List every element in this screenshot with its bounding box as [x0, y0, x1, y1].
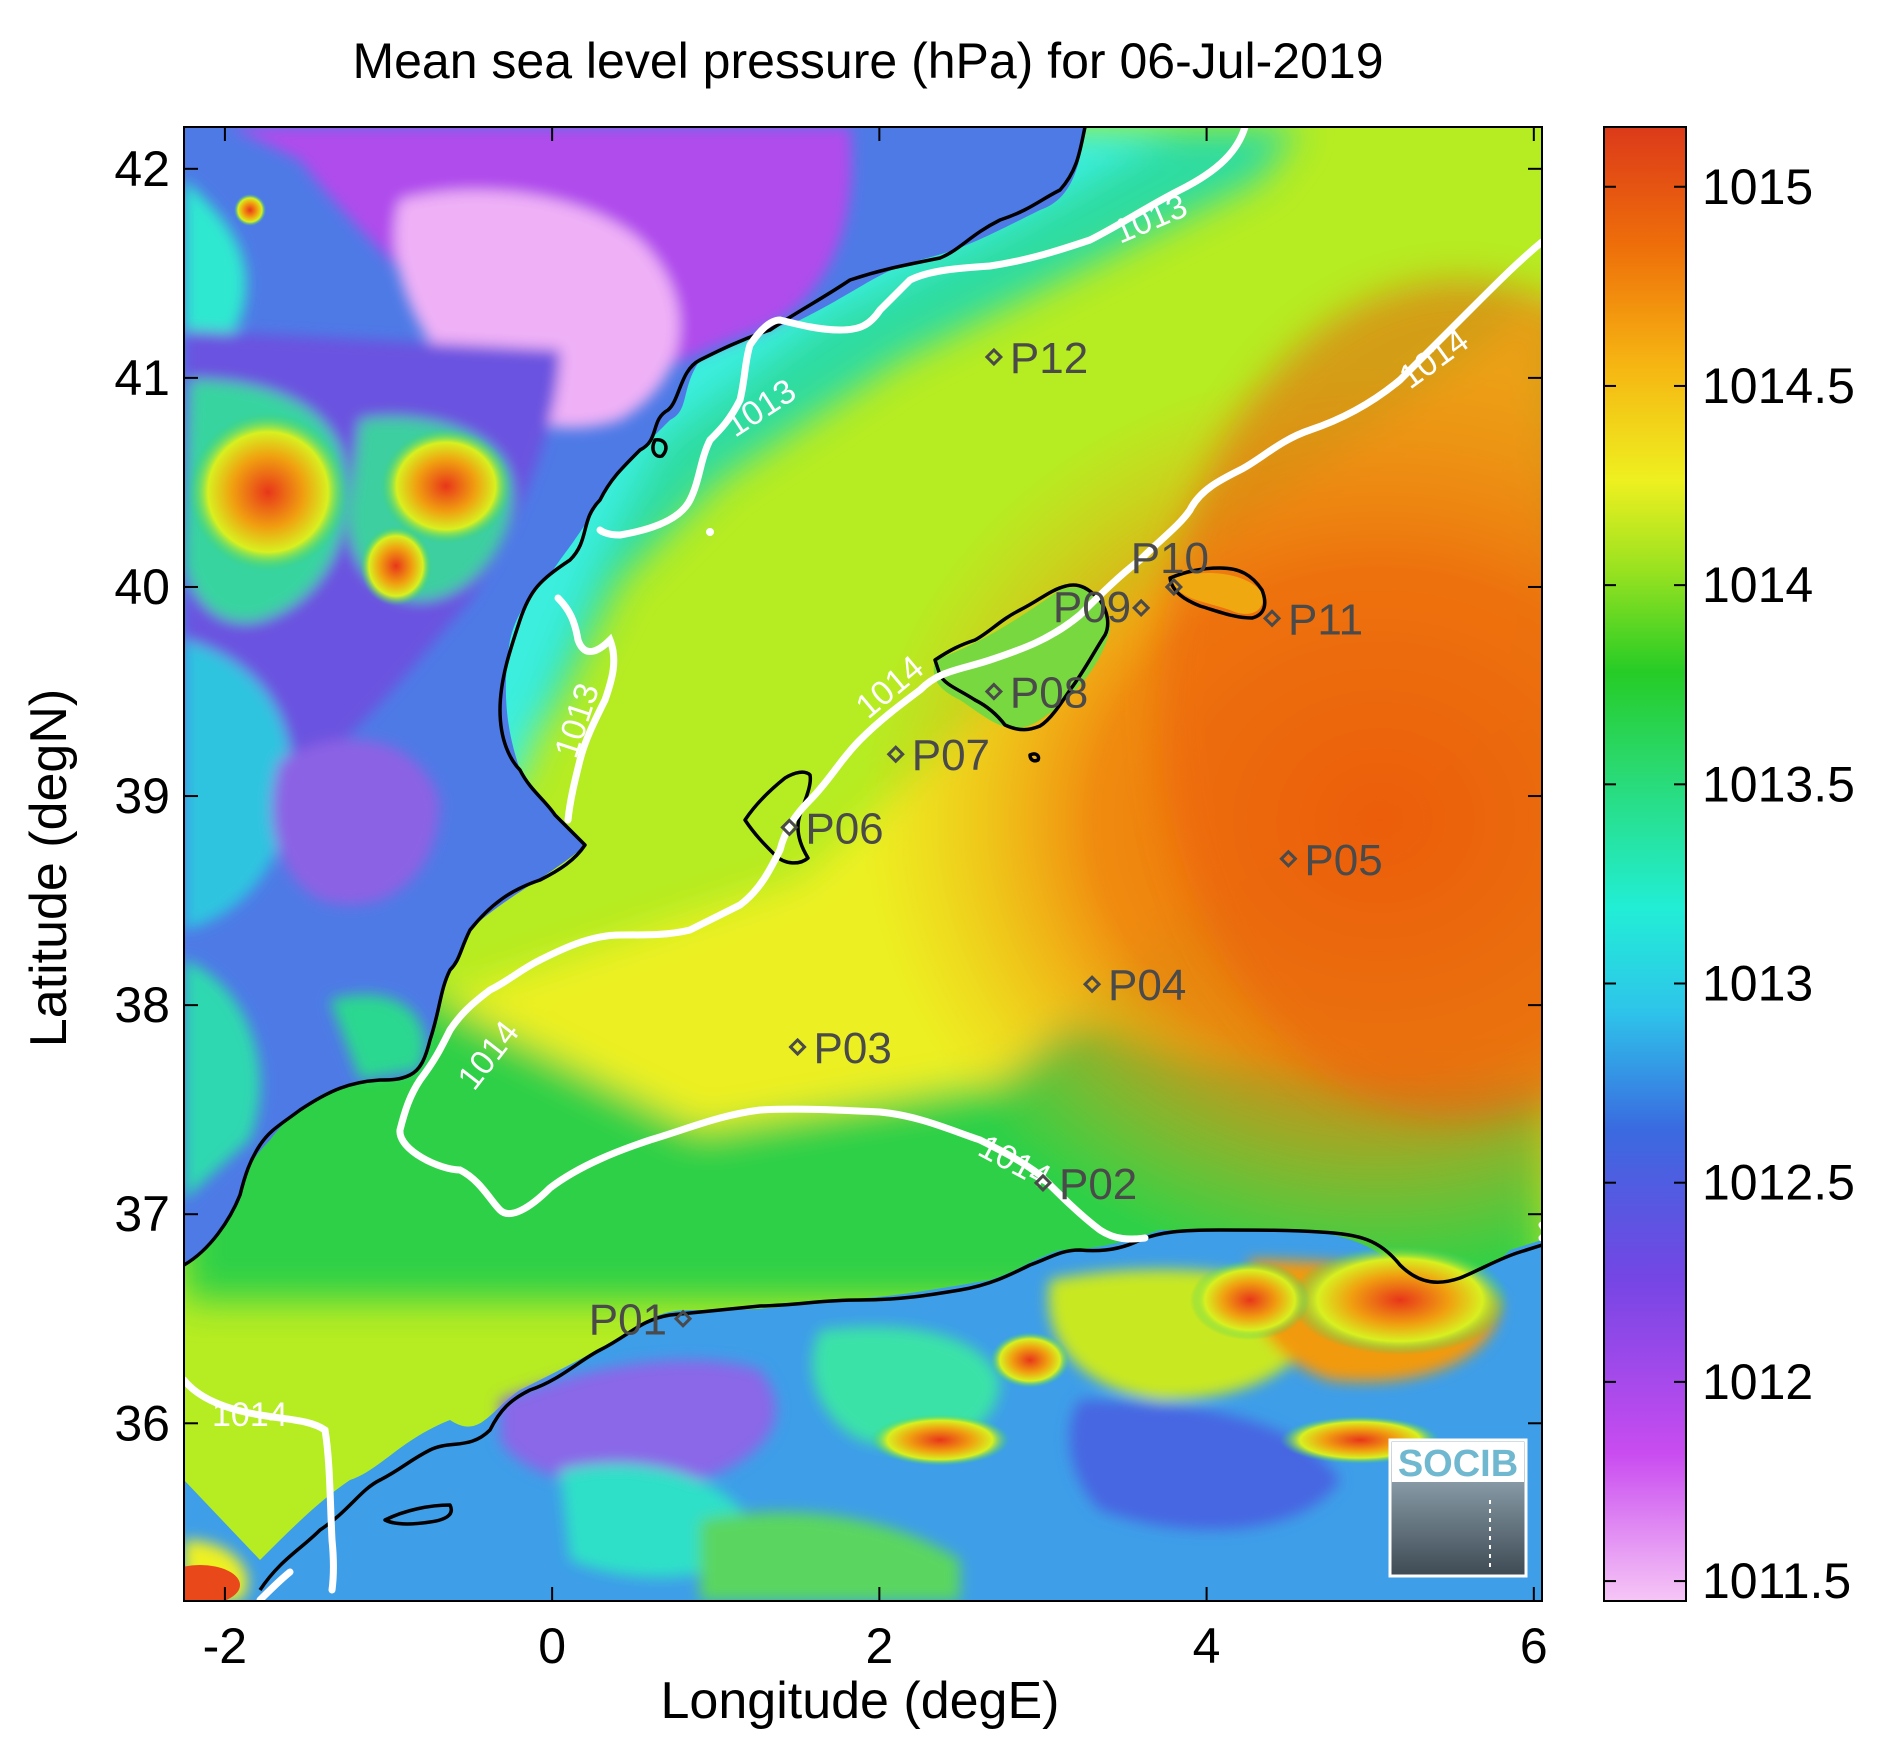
station-marker: [780, 818, 799, 837]
isobar-1013-north: [596, 127, 1249, 539]
x-tick-label: 4: [1193, 1618, 1221, 1674]
colorbar-tick-label: 1012: [1702, 1354, 1813, 1410]
station-label: P08: [1010, 669, 1088, 718]
station-marker: [1033, 1173, 1053, 1192]
station-p04: P04: [1082, 961, 1186, 1010]
socib-logo: SOCIB: [1388, 1438, 1528, 1578]
station-marker: [1164, 577, 1183, 597]
colorbar-tick-label: 1014: [1702, 557, 1813, 613]
y-axis-ticks: 36 37 38 39 40 41 42: [114, 141, 1542, 1451]
x-tick-label: 0: [538, 1618, 566, 1674]
y-axis-label: Latitude (degN): [20, 689, 78, 1047]
columbretes-coastline: [651, 438, 668, 459]
menorca-coastline: [1168, 566, 1267, 620]
colorbar-tick-label: 1011.5: [1702, 1553, 1851, 1609]
station-p05: P05: [1279, 836, 1383, 885]
y-tick-label: 37: [114, 1186, 170, 1242]
x-tick-label: -2: [203, 1618, 247, 1674]
contour-label: 1014: [212, 1396, 288, 1434]
station-p02: P02: [1033, 1160, 1137, 1209]
iberia-texture: [184, 127, 852, 1200]
x-axis-ticks: -2 0 2 4 6: [203, 127, 1548, 1674]
station-marker: [1082, 975, 1102, 994]
station-marker: [788, 1037, 807, 1057]
plot-frame: [183, 126, 1543, 1602]
isobar-1013-west: [554, 594, 618, 824]
chart-title: Mean sea level pressure (hPa) for 06-Jul…: [352, 33, 1383, 89]
mallorca-coastline: [933, 583, 1110, 732]
station-p06: P06: [780, 804, 884, 853]
y-tick-label: 41: [114, 350, 170, 406]
station-label: P11: [1288, 595, 1363, 644]
colorbar-tick-label: 1012.5: [1702, 1155, 1855, 1211]
station-label: P02: [1059, 1160, 1137, 1209]
station-label: P06: [805, 804, 883, 853]
y-tick-label: 39: [114, 768, 170, 824]
station-marker: [886, 745, 905, 764]
y-tick-label: 38: [114, 977, 170, 1033]
station-p10: P10: [1131, 534, 1209, 597]
station-p11: P11: [1262, 595, 1363, 644]
socib-logo-text: SOCIB: [1398, 1443, 1518, 1485]
station-p12: P12: [984, 334, 1088, 383]
x-axis-label: Longitude (degE): [661, 1672, 1060, 1730]
colorbar-tick-label: 1014.5: [1702, 358, 1855, 414]
isobars: [184, 127, 1542, 1601]
africa-coastline: [258, 1228, 1542, 1591]
colorbar-tick-label: 1015: [1702, 159, 1813, 215]
station-label: P09: [1053, 583, 1131, 632]
station-label: P03: [814, 1024, 892, 1073]
station-label: P07: [912, 731, 990, 780]
station-label: P05: [1304, 836, 1382, 885]
iberia-coastline: [184, 127, 1087, 1267]
alboran-coastline: [383, 1503, 453, 1526]
cabrera-coastline: [1028, 752, 1041, 763]
y-tick-label: 42: [114, 141, 170, 197]
isobar-1014-sw: [184, 1376, 337, 1594]
pressure-field: 1013 1013 1013 1014 1014 1014 1014 1014 …: [184, 127, 1542, 1601]
colorbar-tick-label: 1013.5: [1702, 756, 1855, 812]
colorbar: [1603, 126, 1687, 1602]
x-tick-label: 6: [1520, 1618, 1548, 1674]
station-label: P01: [589, 1296, 667, 1345]
isobar-1014-main: [396, 238, 1542, 1243]
station-marker: [1132, 598, 1151, 618]
isobar-1014-se-corner: [256, 1568, 294, 1601]
station-marker: [1262, 609, 1282, 628]
y-tick-label: 36: [114, 1395, 170, 1451]
station-marker: [1279, 849, 1298, 868]
colorbar-ticks: 1011.5 1012 1012.5 1013 1013.5 1014 1014.5 1015: [1604, 159, 1855, 1609]
colorbar-tick-label: 1013: [1702, 956, 1813, 1012]
station-p01: P01: [589, 1296, 693, 1345]
station-p07: P07: [886, 731, 990, 780]
station-marker: [673, 1309, 693, 1328]
station-label: P10: [1131, 534, 1209, 583]
station-marker: [984, 347, 1004, 367]
station-label: P04: [1108, 961, 1186, 1010]
y-tick-label: 40: [114, 559, 170, 615]
station-marker: [984, 682, 1004, 701]
station-p08: P08: [984, 669, 1088, 718]
x-tick-label: 2: [865, 1618, 893, 1674]
station-p09: P09: [1053, 583, 1151, 632]
station-label: P12: [1010, 334, 1088, 383]
station-p03: P03: [788, 1024, 892, 1073]
